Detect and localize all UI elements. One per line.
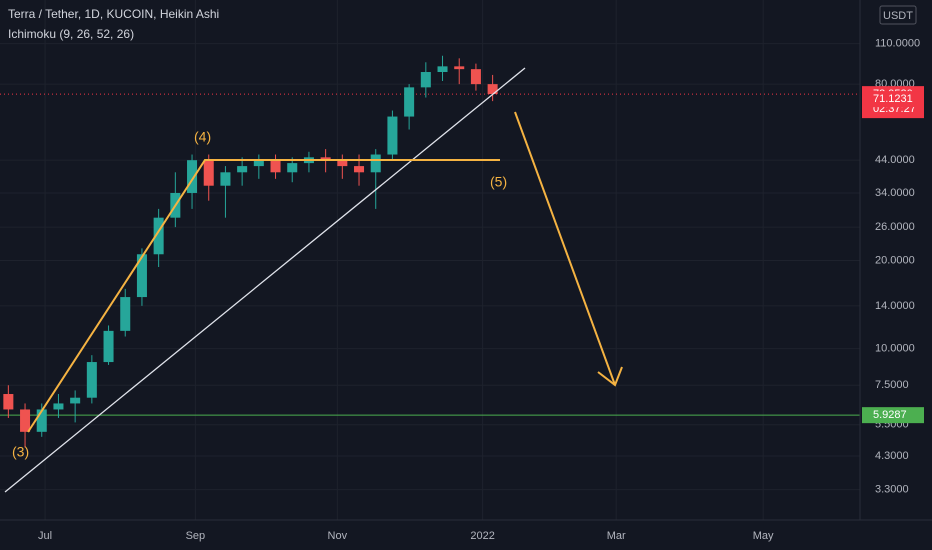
grid (0, 0, 860, 520)
y-tick-label: 10.0000 (875, 343, 915, 355)
x-tick-label: Sep (186, 530, 206, 542)
candle-body (370, 154, 381, 173)
candle-body (220, 172, 231, 186)
candle-body (404, 87, 415, 117)
candle-body (354, 166, 365, 173)
arrow-head (597, 366, 623, 387)
arrow-shaft (514, 111, 616, 386)
candle-body (387, 116, 398, 155)
price-label: 5.9287 (873, 409, 907, 421)
candle-body (20, 409, 31, 432)
candle-body (487, 84, 498, 95)
y-tick-label: 44.0000 (875, 154, 915, 166)
y-tick-label: 14.0000 (875, 300, 915, 312)
candle-body (187, 160, 198, 193)
y-tick-label: 110.0000 (875, 38, 920, 50)
drawings: (3) (4) (5) (4, 67, 623, 493)
y-tick-label: 20.0000 (875, 254, 915, 266)
candle-body (203, 160, 214, 186)
candle-body (237, 166, 248, 173)
candle-body (420, 72, 431, 88)
candle-body (103, 330, 114, 363)
candle-body (3, 394, 14, 410)
candle-body (70, 397, 81, 404)
candle-body (86, 362, 97, 398)
candle-body (136, 254, 147, 298)
y-tick-label: 26.0000 (875, 221, 915, 233)
candle-body (153, 217, 164, 255)
y-tick-label: 34.0000 (875, 187, 915, 199)
candle-body (270, 160, 281, 173)
currency-box[interactable] (879, 5, 917, 25)
annotation: (3) (12, 444, 29, 460)
x-tick-label: Nov (328, 530, 348, 542)
trend-line (4, 67, 526, 493)
candle-body (454, 66, 465, 70)
annotation: (4) (194, 129, 211, 145)
candle-body (53, 403, 64, 410)
x-tick-label: Jul (38, 530, 52, 542)
y-tick-label: 4.3000 (875, 450, 909, 462)
annotation: (5) (490, 174, 507, 190)
candle-body (320, 157, 331, 161)
candle-body (470, 69, 481, 85)
candles (3, 55, 498, 448)
candle-body (287, 163, 298, 173)
candle-body (437, 66, 448, 73)
candle-body (36, 409, 47, 432)
indicator-label: Ichimoku (9, 26, 52, 26) (8, 27, 134, 41)
x-tick-label: Mar (607, 530, 626, 542)
y-tick-label: 7.5000 (875, 379, 909, 391)
currency[interactable]: USDT (883, 10, 913, 22)
y-tick-label: 3.3000 (875, 484, 909, 496)
price-label-box (862, 407, 924, 424)
candle-body (253, 160, 264, 167)
candle-body (120, 297, 131, 331)
axes: 110.000080.000044.000034.000026.000020.0… (38, 38, 924, 542)
x-tick-label: 2022 (470, 530, 494, 542)
price-label: 71.1231 (873, 93, 913, 105)
wave-line (27, 159, 500, 433)
price-label-box (862, 91, 924, 108)
x-tick-label: May (753, 530, 774, 542)
chart-title: Terra / Tether, 1D, KUCOIN, Heikin Ashi (8, 7, 219, 21)
candle-body (337, 160, 348, 167)
